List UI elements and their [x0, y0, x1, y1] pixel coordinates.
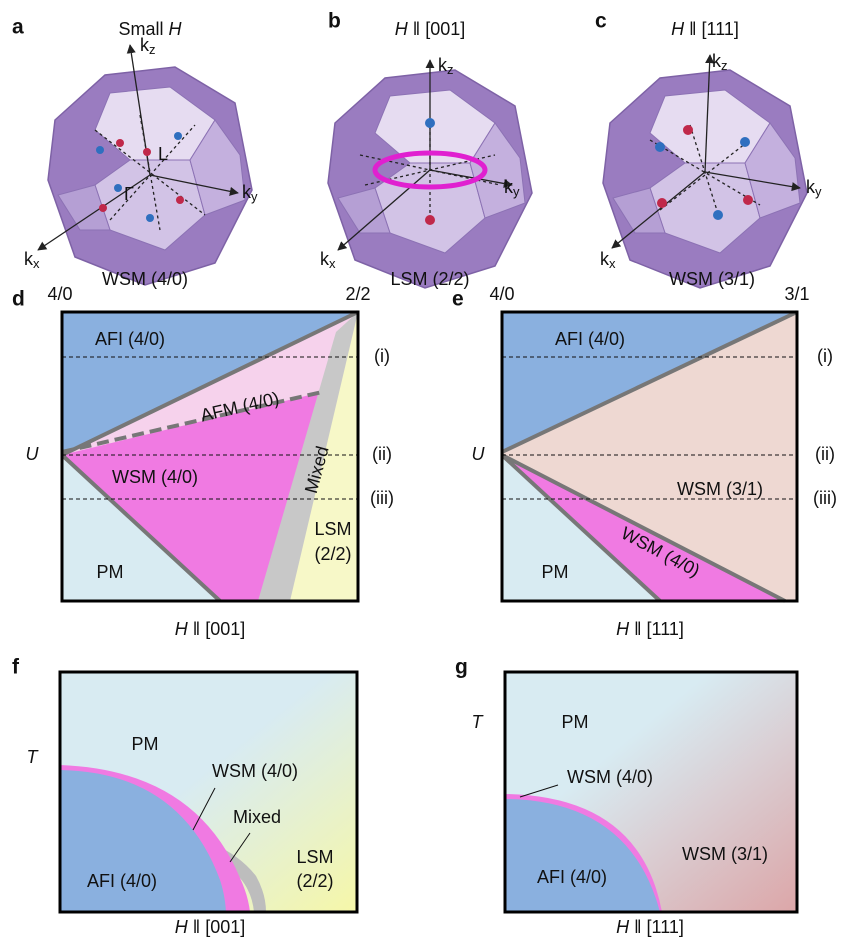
- panel-letter: d: [12, 288, 25, 311]
- label-part: x: [329, 256, 336, 271]
- axis-label: kx: [320, 249, 336, 272]
- label-part: ‖ [001]: [408, 19, 465, 39]
- caption: WSM (3/1): [669, 269, 755, 289]
- label-part: y: [513, 184, 520, 199]
- region-label: WSM (4/0): [567, 767, 653, 787]
- region-label: AFI (4/0): [555, 329, 625, 349]
- axis-label: ky: [242, 182, 258, 205]
- caption: WSM (4/0): [102, 269, 188, 289]
- region-label: WSM (3/1): [677, 479, 763, 499]
- panel-letter: a: [12, 16, 24, 39]
- label-part: ‖ [111]: [629, 917, 684, 937]
- panel-title: H ‖ [001]: [395, 19, 465, 39]
- panel-g: g PM WSM (4/0) AFI (4/0) WSM (3/1) T H ‖…: [455, 656, 797, 937]
- axis-title: H ‖ [001]: [175, 619, 245, 639]
- panel-c: c H ‖ [111] kz ky kx WSM (3/1): [595, 10, 822, 289]
- axis-title: H ‖ [111]: [616, 619, 684, 639]
- figure: a Small H kz ky kx L Γ WSM (4/0) b H ‖ […: [0, 0, 847, 942]
- axis-label: kx: [600, 249, 616, 272]
- region-label: PM: [542, 562, 569, 582]
- axis-title: H ‖ [111]: [616, 917, 684, 937]
- axis-label: kx: [24, 249, 40, 272]
- label-part: x: [609, 256, 616, 271]
- panel-d: d 4/0 2/2 AFI (4/0) AFM (4/0) WSM (4/0) …: [12, 284, 394, 639]
- axis-title: T: [472, 712, 485, 732]
- label-part: H: [395, 19, 409, 39]
- panel-a: a Small H kz ky kx L Γ WSM (4/0): [12, 16, 258, 289]
- corner-label: 2/2: [345, 284, 370, 304]
- axis-title: T: [27, 747, 40, 767]
- region-label: PM: [97, 562, 124, 582]
- region-label: Mixed: [233, 807, 281, 827]
- axis-title: H ‖ [001]: [175, 917, 245, 937]
- label-part: y: [251, 189, 258, 204]
- axis-label: ky: [806, 177, 822, 200]
- label-part: z: [149, 42, 156, 57]
- region-label: AFI (4/0): [537, 867, 607, 887]
- panel-e: e 4/0 3/1 AFI (4/0) WSM (3/1) WSM (4/0) …: [452, 284, 837, 639]
- label-part: ‖ [111]: [684, 19, 739, 39]
- cut-label: (i): [374, 346, 390, 366]
- region-label: AFI (4/0): [95, 329, 165, 349]
- cut-label: (iii): [813, 488, 837, 508]
- label-part: H: [616, 619, 630, 639]
- label-part: H: [175, 619, 189, 639]
- point-label: L: [158, 144, 168, 164]
- region-label: (2/2): [296, 871, 333, 891]
- region-label: WSM (4/0): [112, 467, 198, 487]
- region-label: AFI (4/0): [87, 871, 157, 891]
- region-label: PM: [132, 734, 159, 754]
- label-part: ‖ [001]: [188, 917, 245, 937]
- corner-label: 4/0: [47, 284, 72, 304]
- label-part: ‖ [001]: [188, 619, 245, 639]
- label-part: y: [815, 184, 822, 199]
- region-label: LSM: [314, 519, 351, 539]
- axis-title: U: [26, 444, 40, 464]
- panel-b: b H ‖ [001] kz ky kx LSM (2/2): [320, 10, 532, 289]
- panel-f: f PM WSM (4/0) Mixed LSM (2/2) AFI (4/0)…: [12, 656, 357, 937]
- panel-letter: c: [595, 10, 607, 33]
- panel-letter: b: [328, 10, 341, 33]
- region-label: WSM (4/0): [212, 761, 298, 781]
- axis-title: U: [472, 444, 486, 464]
- panel-letter: e: [452, 288, 464, 311]
- panel-letter: g: [455, 656, 468, 679]
- region-label: (2/2): [314, 544, 351, 564]
- title-italic: H: [169, 19, 183, 39]
- label-part: x: [33, 256, 40, 271]
- label-part: H: [671, 19, 685, 39]
- region-label: WSM (3/1): [682, 844, 768, 864]
- cut-label: (i): [817, 346, 833, 366]
- label-part: z: [447, 62, 454, 77]
- cut-label: (iii): [370, 488, 394, 508]
- axis-label: kz: [712, 51, 728, 74]
- cut-label: (ii): [815, 444, 835, 464]
- panel-title: Small H: [118, 19, 182, 39]
- corner-label: 4/0: [489, 284, 514, 304]
- caption: LSM (2/2): [390, 269, 469, 289]
- region-label: PM: [562, 712, 589, 732]
- axis-label: kz: [438, 55, 454, 78]
- region-label: LSM: [296, 847, 333, 867]
- corner-label: 3/1: [784, 284, 809, 304]
- label-part: H: [616, 917, 630, 937]
- panel-letter: f: [12, 656, 20, 679]
- cut-label: (ii): [372, 444, 392, 464]
- label-part: ‖ [111]: [629, 619, 684, 639]
- point-label: Γ: [124, 184, 134, 204]
- panel-title: H ‖ [111]: [671, 19, 739, 39]
- label-part: z: [721, 58, 728, 73]
- label-part: H: [175, 917, 189, 937]
